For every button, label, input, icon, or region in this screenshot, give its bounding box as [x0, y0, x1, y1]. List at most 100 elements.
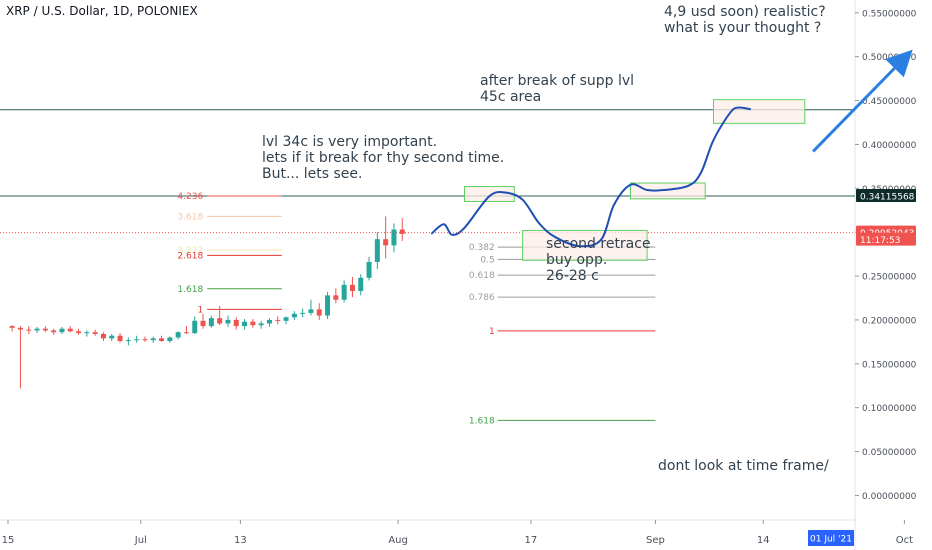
note-line: lets if it break for thy second time.: [262, 150, 505, 166]
note-line: 26-28 c: [546, 268, 599, 284]
fib-large-label: 0.618: [469, 271, 495, 281]
y-tick-label: 0.40000000: [862, 141, 917, 151]
note-realistic: 4,9 usd soon) realistic? what is your th…: [664, 4, 826, 36]
candle-body: [109, 335, 115, 339]
candle-body: [51, 330, 57, 333]
candle-body: [150, 338, 156, 341]
candle-body: [333, 295, 339, 300]
candle-body: [59, 328, 65, 333]
price-badge-label: 0.34115568: [860, 193, 915, 203]
fib-small-label: 3.272: [177, 246, 203, 256]
trend-arrow-shaft: [812, 67, 896, 153]
x-tick-label: 17: [525, 535, 538, 546]
candle-body: [225, 319, 231, 324]
candle-body: [366, 262, 372, 278]
candle-body: [175, 332, 181, 338]
fib-large-label: 1: [489, 327, 495, 337]
date-badge-label: 01 Jul '21: [810, 535, 852, 545]
candle-body: [159, 338, 165, 341]
candle-body: [383, 239, 389, 246]
candle-body: [266, 319, 272, 324]
note-line: lvl 34c is very important.: [262, 134, 438, 150]
candle-body: [26, 329, 32, 331]
candle-body: [358, 277, 364, 291]
candle-body: [308, 309, 314, 313]
candle-body: [183, 332, 189, 334]
candle-body: [34, 328, 40, 331]
zone-box: [630, 182, 706, 200]
candle-body: [283, 317, 289, 321]
note-line: 45c area: [480, 89, 542, 105]
projection-path: [430, 106, 752, 248]
candle-body: [341, 284, 347, 300]
note-line: buy opp.: [546, 252, 608, 268]
trend-arrow-head: [885, 49, 913, 78]
fib-large-label: 0.5: [480, 255, 494, 265]
candle-body: [42, 328, 48, 331]
y-tick-label: 0.05000000: [862, 448, 917, 458]
fib-small-label: 3.618: [177, 212, 203, 222]
candle-body: [100, 333, 106, 339]
fib-small-label: 2.618: [177, 251, 203, 261]
note-after-break: after break of supp lvl 45c area: [480, 73, 634, 105]
candle-body: [192, 320, 198, 334]
zone-box: [464, 186, 515, 202]
candle-body: [92, 332, 98, 334]
y-tick-label: 0.10000000: [862, 404, 917, 414]
candle-body: [67, 328, 73, 332]
candle-body: [167, 337, 173, 341]
x-tick-label: Jul: [134, 535, 147, 546]
candle-body: [399, 229, 405, 234]
fib-small-label: 4.236: [177, 192, 203, 202]
candle-body: [9, 326, 15, 328]
x-tick-label: 13: [234, 535, 247, 546]
candle-body: [349, 284, 355, 291]
candle-body: [217, 318, 223, 324]
fib-small-label: 1: [197, 305, 203, 315]
candle-body: [391, 229, 397, 246]
symbol-header: XRP / U.S. Dollar, 1D, POLONIEX: [6, 4, 198, 18]
zone-box: [713, 99, 806, 124]
x-tick-label: Sep: [646, 535, 665, 546]
fib-large-label: 1.618: [469, 416, 495, 426]
candle-body: [84, 332, 90, 334]
note-line: second retrace: [546, 236, 651, 252]
candle-body: [250, 321, 256, 326]
candle-body: [242, 321, 248, 327]
x-tick-label: Oct: [896, 535, 913, 546]
candle-body: [300, 312, 306, 314]
candle-body: [258, 323, 264, 326]
fib-large-label: 0.786: [469, 293, 495, 303]
y-tick-label: 0.45000000: [862, 97, 917, 107]
y-tick-label: 0.00000000: [862, 492, 917, 502]
fib-small-label: 1.618: [177, 285, 203, 295]
x-tick-label: 15: [2, 535, 15, 546]
candle-body: [142, 339, 148, 341]
candle-body: [316, 309, 322, 316]
price-badge: [856, 189, 916, 203]
candle-body: [275, 319, 281, 321]
candle-body: [325, 295, 331, 316]
candle-body: [374, 239, 380, 263]
candle-body: [134, 339, 140, 341]
note-line: But... lets see.: [262, 166, 363, 182]
candle-body: [76, 331, 82, 334]
note-lvl34: lvl 34c is very important. lets if it br…: [262, 134, 504, 182]
note-line: after break of supp lvl: [480, 73, 635, 89]
x-tick-label: 14: [757, 535, 770, 546]
candle-body: [117, 335, 123, 341]
candle-body: [17, 327, 23, 330]
y-tick-label: 0.20000000: [862, 316, 917, 326]
candle-body: [291, 313, 297, 318]
note-line: 4,9 usd soon) realistic?: [664, 4, 826, 20]
note-second-retrace: second retrace buy opp. 26-28 c: [546, 236, 651, 284]
date-badge: [808, 530, 854, 546]
price-badge-label: 11:17:53: [860, 236, 900, 246]
y-tick-label: 0.15000000: [862, 360, 917, 370]
price-badge: [856, 232, 916, 246]
candle-body: [125, 340, 131, 342]
fib-large-label: 0.382: [469, 243, 495, 253]
y-tick-label: 0.25000000: [862, 273, 917, 283]
